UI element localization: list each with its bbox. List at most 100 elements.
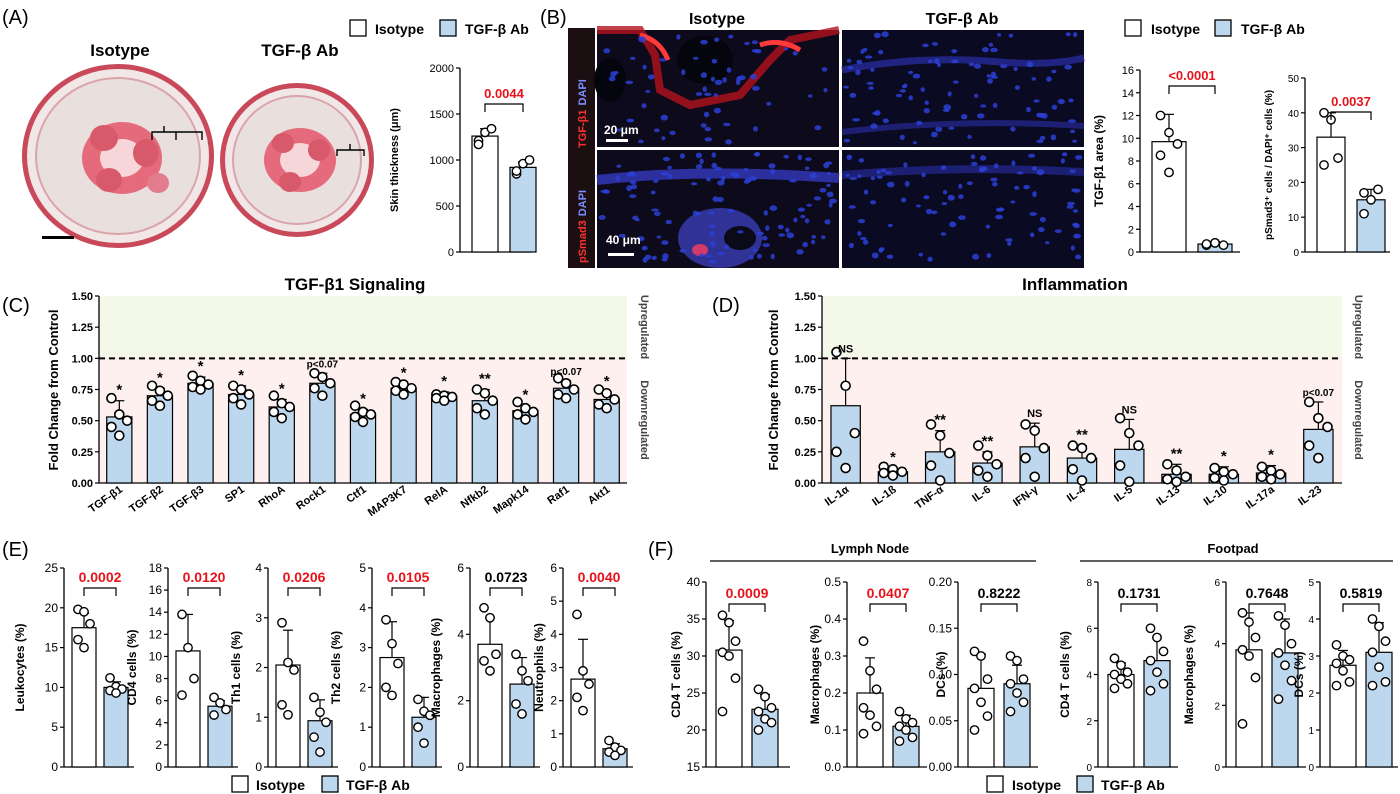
y-tick-label: 0.25 — [72, 447, 93, 459]
nucleus — [653, 128, 660, 133]
legend-swatch-isotype — [231, 775, 249, 793]
data-point — [413, 722, 423, 733]
data-point — [413, 694, 423, 705]
data-point — [387, 638, 397, 649]
nucleus — [695, 92, 703, 96]
data-point — [972, 440, 984, 451]
y-tick-label: 1500 — [430, 109, 454, 121]
category-label: TGF-β2 — [127, 484, 165, 516]
data-point — [511, 699, 521, 709]
data-point — [1123, 476, 1135, 488]
data-point — [1250, 632, 1261, 643]
data-point — [604, 735, 614, 746]
significance-marker: ** — [934, 412, 946, 429]
data-point — [1145, 623, 1156, 634]
significance-marker: * — [604, 373, 610, 390]
nucleus — [665, 219, 672, 225]
nucleus — [1051, 104, 1058, 110]
y-tick-label: 16 — [1122, 65, 1134, 77]
data-point — [1303, 440, 1315, 451]
data-point — [969, 725, 980, 735]
nucleus — [751, 49, 759, 53]
data-point — [572, 692, 582, 703]
y-tick-label: 0 — [448, 247, 454, 259]
data-point — [858, 636, 869, 647]
data-point — [760, 691, 770, 702]
nucleus — [1014, 85, 1020, 90]
data-point — [1244, 617, 1254, 627]
nucleus — [823, 162, 830, 169]
category-label: IL-17a — [1244, 483, 1278, 512]
nucleus — [923, 195, 930, 200]
nucleus — [1054, 229, 1062, 233]
nucleus — [766, 101, 772, 106]
panel-f-sections: Lymph Node Footpad — [710, 541, 1393, 562]
nucleus — [743, 167, 749, 172]
micrograph-tgf-tgfb1 — [841, 30, 1085, 147]
data-point — [1158, 678, 1169, 689]
data-point — [991, 458, 1002, 470]
p-value-label: 0.0723 — [485, 569, 528, 585]
nucleus — [868, 86, 874, 90]
y-tick-label: 2000 — [430, 63, 454, 75]
legend-label-tgf: TGF-β Ab — [1101, 777, 1165, 793]
nucleus — [990, 47, 998, 53]
nucleus — [644, 254, 652, 260]
nucleus — [992, 102, 998, 109]
data-point — [1038, 442, 1050, 454]
data-point — [560, 377, 572, 389]
nucleus — [1031, 166, 1038, 171]
nucleus — [1036, 139, 1044, 144]
data-point — [283, 657, 293, 668]
y-tick-label: 0.0 — [824, 760, 841, 774]
bar-isotype — [275, 664, 301, 768]
y-tick-label: 4 — [1128, 202, 1134, 214]
y-tick-label: 0.00 — [72, 478, 93, 490]
p-value-label: 0.0037 — [1331, 94, 1371, 109]
data-point — [1172, 139, 1183, 149]
data-point — [517, 709, 527, 719]
y-tick-label: 15 — [687, 760, 701, 774]
data-point — [419, 738, 429, 749]
data-point — [1313, 452, 1324, 464]
nucleus — [857, 219, 866, 224]
nucleus — [860, 236, 867, 241]
y-tick-label: 2 — [1214, 701, 1220, 712]
y-tick-label: 20 — [687, 723, 701, 737]
significance-marker: * — [198, 358, 204, 375]
data-point — [277, 699, 287, 710]
nucleus — [821, 67, 828, 72]
significance-marker: ** — [479, 371, 491, 388]
nucleus — [878, 50, 884, 55]
nucleus — [1061, 152, 1068, 157]
data-point — [485, 612, 495, 623]
nucleus — [941, 202, 948, 206]
category-label: IL-13 — [1154, 484, 1182, 509]
data-point — [766, 717, 777, 728]
nucleus — [709, 260, 717, 264]
nucleus — [662, 156, 670, 162]
data-point — [154, 400, 166, 412]
data-point — [309, 692, 319, 703]
nucleus — [765, 225, 770, 231]
nucleus — [870, 67, 875, 72]
legend-label-tgf: TGF-β Ab — [465, 21, 529, 37]
panel-b-microscopy: Isotype TGF-β Ab TGF-β1DAPI pSmad3DAPI 2… — [568, 11, 1085, 268]
nucleus — [904, 180, 910, 187]
y-tick-label: 0.20 — [929, 575, 953, 589]
y-tick-label: 10 — [149, 649, 163, 663]
nucleus — [753, 152, 760, 157]
category-label: IL-6 — [970, 484, 993, 505]
data-point — [243, 389, 255, 400]
data-point — [387, 690, 397, 701]
data-point — [398, 389, 409, 400]
significance-bracket — [287, 587, 321, 596]
panel-label-b: (B) — [540, 7, 567, 29]
nucleus — [1057, 98, 1065, 105]
y-tick-label: 6 — [550, 561, 557, 575]
y-tick-label: 30 — [687, 649, 701, 663]
nucleus — [692, 210, 699, 216]
data-point — [1123, 427, 1135, 439]
data-point — [1373, 184, 1383, 195]
mini-chart: 0 2 4 6 8 CD4 T cells (%) 0.1731 — [1058, 578, 1178, 774]
